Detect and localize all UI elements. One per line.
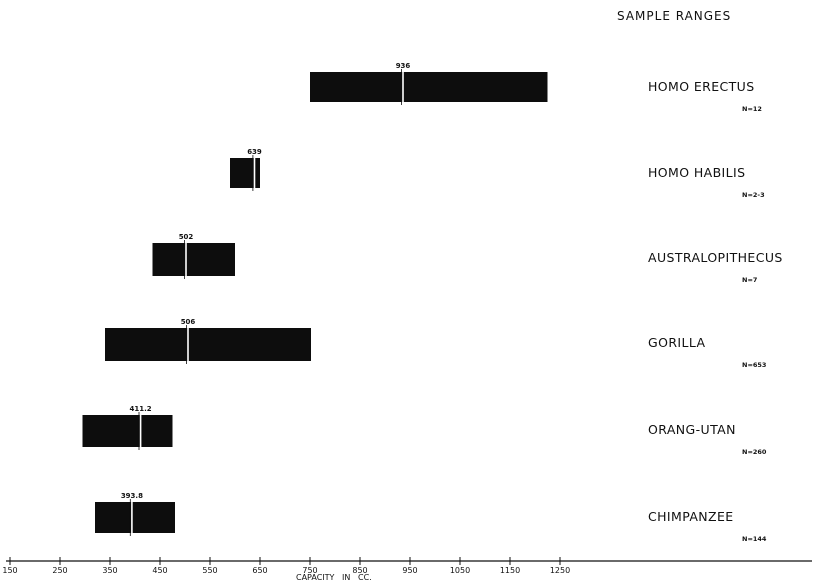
x-tick-label: 450 [152, 566, 167, 575]
range-bar [152, 243, 235, 276]
x-tick-label: 650 [252, 566, 267, 575]
series-name-label: CHIMPANZEE [648, 509, 734, 524]
sample-size-label: N=260 [742, 448, 767, 456]
range-bar [230, 158, 260, 188]
x-tick-label: 150 [2, 566, 17, 575]
series-chimpanzee: 393.8 CHIMPANZEE N=144 [95, 492, 767, 543]
range-bar [310, 72, 548, 102]
x-axis-label: CAPACITY IN CC. [296, 573, 372, 582]
series-name-label: HOMO HABILIS [648, 165, 745, 180]
x-tick-label: 750 [302, 566, 317, 575]
series-orang-utan: 411.2 ORANG-UTAN N=260 [82, 405, 767, 456]
mean-label: 502 [179, 233, 194, 241]
series-name-label: HOMO ERECTUS [648, 79, 755, 94]
series-name-label: ORANG-UTAN [648, 422, 736, 437]
x-tick-label: 350 [102, 566, 117, 575]
mean-label: 393.8 [121, 492, 143, 500]
x-tick-label: 1150 [500, 566, 520, 575]
sample-size-label: N=144 [742, 535, 767, 543]
series-australopithecus: 502 AUSTRALOPITHECUS N=7 [152, 233, 783, 284]
x-tick-label: 550 [202, 566, 217, 575]
bars-layer: 936 HOMO ERECTUS N=12 639 HOMO HABILIS N=2-3 5… [82, 62, 783, 543]
x-tick-label: 250 [52, 566, 67, 575]
series-name-label: AUSTRALOPITHECUS [648, 250, 783, 265]
series-gorilla: 506 GORILLA N=653 [105, 318, 766, 369]
sample-size-label: N=2-3 [742, 191, 765, 199]
sample-size-label: N=7 [742, 276, 757, 284]
x-tick-label: 950 [402, 566, 417, 575]
x-tick-label: 850 [352, 566, 367, 575]
mean-label: 506 [181, 318, 196, 326]
range-bar [105, 328, 311, 361]
sample-size-label: N=12 [742, 105, 762, 113]
mean-label: 411.2 [130, 405, 152, 413]
series-name-label: GORILLA [648, 335, 706, 350]
mean-label: 936 [396, 62, 411, 70]
range-bar [95, 502, 175, 533]
x-tick-label: 1250 [550, 566, 570, 575]
sample-size-label: N=653 [742, 361, 766, 369]
chart-title: SAMPLE RANGES [617, 9, 731, 23]
x-tick-label: 1050 [450, 566, 470, 575]
series-homo-erectus: 936 HOMO ERECTUS N=12 [310, 62, 762, 113]
x-axis: 150 250 350 450 550 650 750 850 950 1050 1150 1250 [2, 557, 812, 575]
range-bar [82, 415, 173, 447]
mean-label: 639 [247, 148, 262, 156]
series-homo-habilis: 639 HOMO HABILIS N=2-3 [230, 148, 765, 199]
